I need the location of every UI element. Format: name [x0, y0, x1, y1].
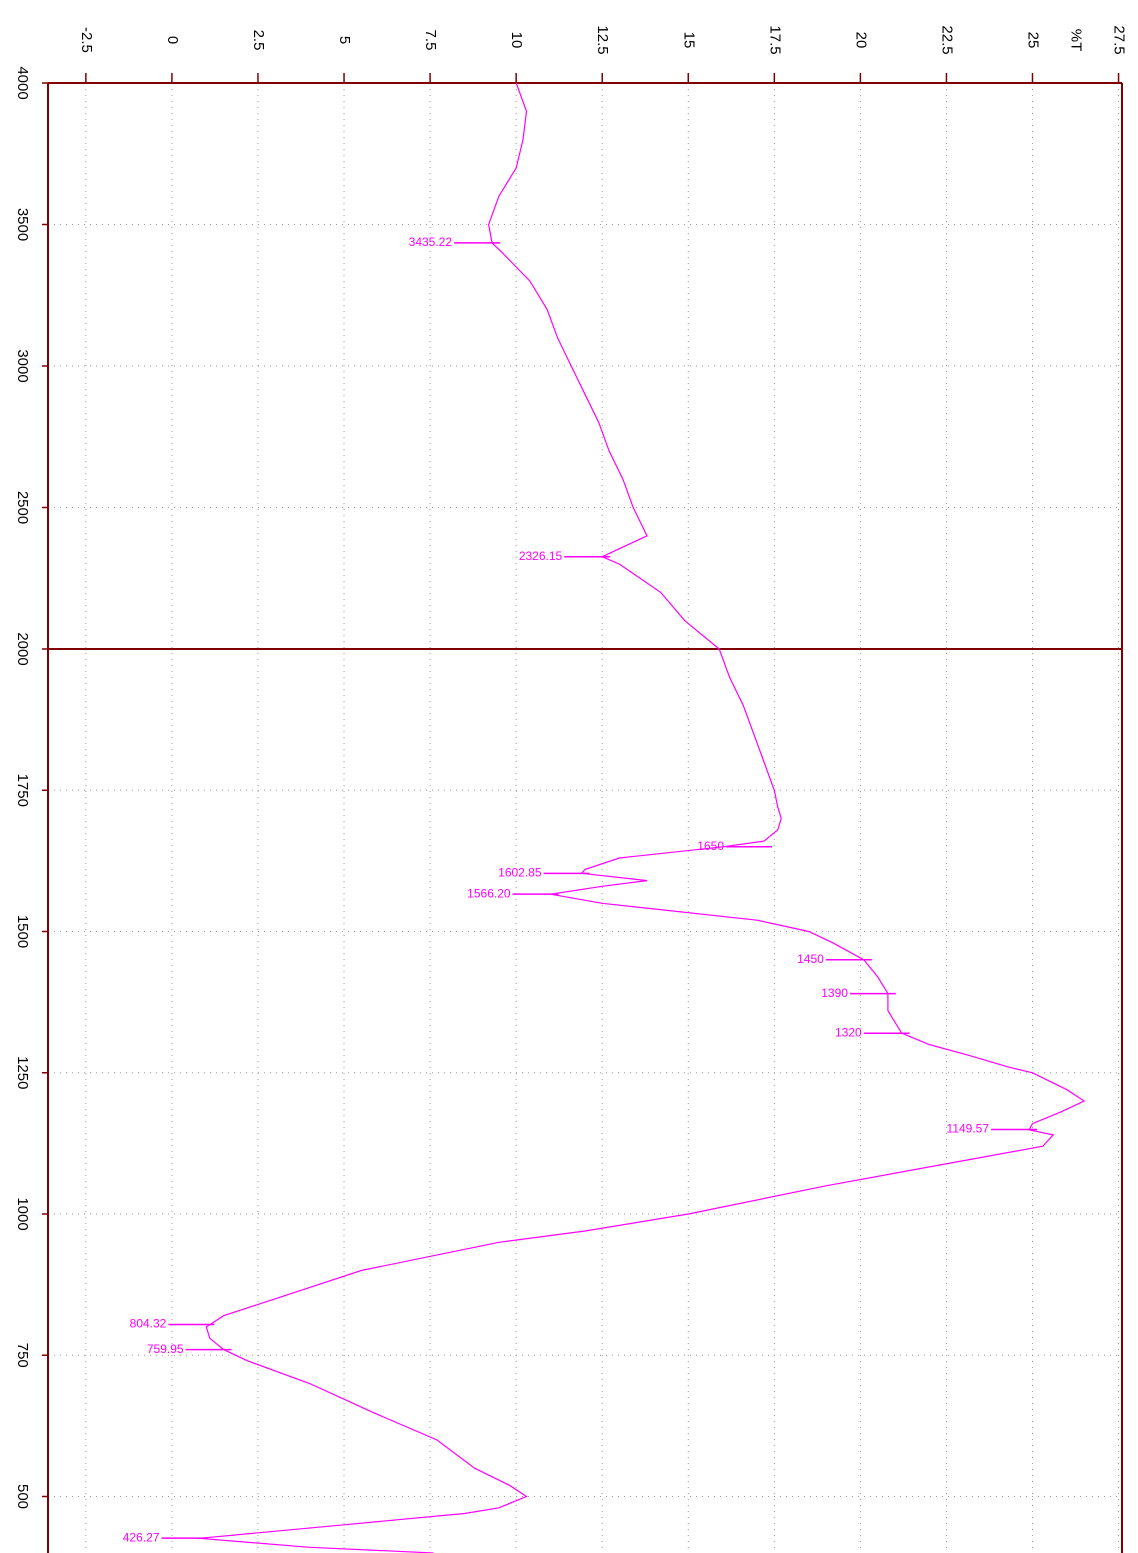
peak-label: 1602.85	[498, 866, 542, 880]
peak-label: 804.32	[130, 1317, 167, 1331]
y-tick-label: 17.5	[766, 25, 783, 54]
peak-label: 2326.15	[519, 549, 563, 563]
x-tick-label: 1750	[14, 774, 31, 807]
x-tick-label: 4000	[14, 66, 31, 99]
y-tick-label: 5	[336, 36, 353, 44]
peak-label: 1650	[697, 839, 724, 853]
x-tick-label: 1500	[14, 915, 31, 948]
y-tick-label: 10	[508, 32, 525, 49]
x-tick-label: 750	[14, 1343, 31, 1368]
y-tick-label: -2.5	[78, 27, 95, 53]
peak-label: 759.95	[147, 1342, 184, 1356]
axis-title: %T	[1068, 29, 1085, 52]
y-tick-label: 2.5	[250, 30, 267, 51]
spectrum-line	[199, 82, 1086, 1553]
peak-label: 1390	[821, 986, 848, 1000]
x-tick-label: 2000	[14, 632, 31, 665]
peak-label: 1149.57	[947, 1122, 990, 1136]
y-tick-label: 15	[680, 32, 697, 49]
y-tick-label: 0	[164, 36, 181, 44]
y-tick-label: 7.5	[422, 30, 439, 51]
peak-label: 426.27	[123, 1530, 160, 1544]
x-tick-label: 1000	[14, 1197, 31, 1230]
y-tick-label: 20	[852, 32, 869, 49]
x-tick-label: 2500	[14, 491, 31, 524]
y-tick-label: 22.5	[938, 25, 955, 54]
x-tick-label: 3500	[14, 208, 31, 241]
peak-label: 3435.22	[409, 235, 453, 249]
peak-label: 1566.20	[467, 886, 511, 900]
x-tick-label: 1250	[14, 1056, 31, 1089]
y-tick-label: 12.5	[594, 25, 611, 54]
y-tick-label: 25	[1025, 32, 1042, 49]
x-tick-label: 500	[14, 1484, 31, 1509]
x-tick-label: 3000	[14, 349, 31, 382]
y-tick-label: 27.5	[1111, 25, 1128, 54]
peak-label: 1320	[835, 1025, 862, 1039]
peak-label: 1450	[797, 952, 824, 966]
